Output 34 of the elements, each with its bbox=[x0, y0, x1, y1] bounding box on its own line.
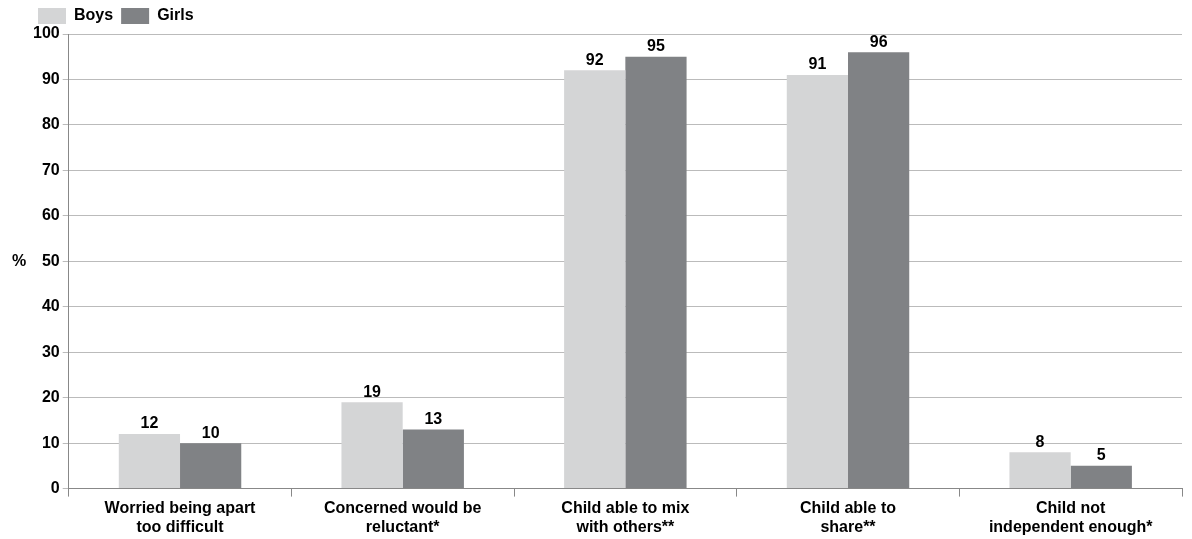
x-tick-label: Child not independent enough* bbox=[988, 498, 1154, 535]
data-label: 19 bbox=[363, 382, 382, 400]
legend-label: Girls bbox=[157, 6, 194, 24]
bar bbox=[1009, 452, 1071, 489]
data-label: 5 bbox=[1096, 446, 1106, 464]
bar bbox=[564, 70, 626, 489]
y-tick-label: 100 bbox=[32, 24, 60, 42]
legend-label: Boys bbox=[74, 6, 114, 24]
x-tick-label: Concerned would be reluctant* bbox=[324, 498, 482, 535]
y-axis-title: % bbox=[12, 251, 27, 269]
data-label: 91 bbox=[808, 55, 827, 73]
data-label: 8 bbox=[1035, 432, 1045, 450]
y-tick-label: 30 bbox=[41, 342, 60, 360]
y-tick-label: 0 bbox=[50, 479, 60, 497]
y-tick-label: 20 bbox=[41, 388, 60, 406]
y-tick-label: 70 bbox=[41, 160, 60, 178]
x-tick-label: Child able to mix with others** bbox=[561, 498, 690, 535]
y-tick-label: 10 bbox=[41, 433, 60, 451]
y-tick-label: 80 bbox=[41, 115, 60, 133]
data-label: 95 bbox=[647, 37, 665, 55]
data-label: 10 bbox=[201, 423, 220, 441]
y-tick-label: 60 bbox=[41, 206, 60, 224]
data-label: 96 bbox=[869, 32, 888, 50]
bar bbox=[786, 74, 849, 489]
data-label: 92 bbox=[585, 50, 604, 68]
x-tick-label: Child able to share** bbox=[800, 498, 897, 535]
data-label: 13 bbox=[424, 409, 443, 427]
y-tick-label: 90 bbox=[41, 69, 60, 87]
x-tick-label: Worried being apart too difficult bbox=[104, 498, 257, 535]
y-tick-label: 50 bbox=[41, 251, 60, 269]
data-label: 12 bbox=[140, 414, 159, 432]
bar bbox=[341, 402, 403, 489]
bar bbox=[118, 434, 181, 489]
y-tick-label: 40 bbox=[41, 297, 60, 315]
